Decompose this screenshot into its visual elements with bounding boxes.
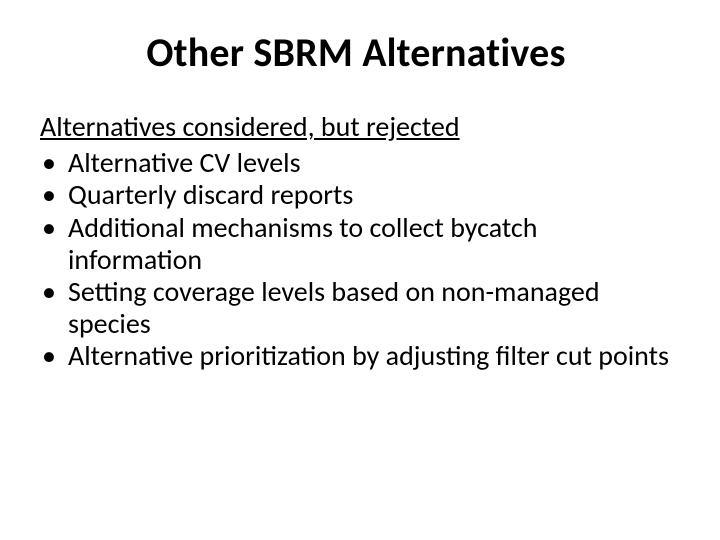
list-item: Setting coverage levels based on non-man…: [40, 276, 672, 340]
slide-title: Other SBRM Alternatives: [40, 28, 672, 77]
list-item: Quarterly discard reports: [40, 179, 672, 211]
bullet-list: Alternative CV levels Quarterly discard …: [40, 147, 672, 372]
slide: Other SBRM Alternatives Alternatives con…: [0, 0, 720, 540]
list-item: Additional mechanisms to collect bycatch…: [40, 212, 672, 276]
subhead: Alternatives considered, but rejected: [40, 111, 672, 143]
list-item: Alternative prioritization by adjusting …: [40, 340, 672, 372]
list-item: Alternative CV levels: [40, 147, 672, 179]
